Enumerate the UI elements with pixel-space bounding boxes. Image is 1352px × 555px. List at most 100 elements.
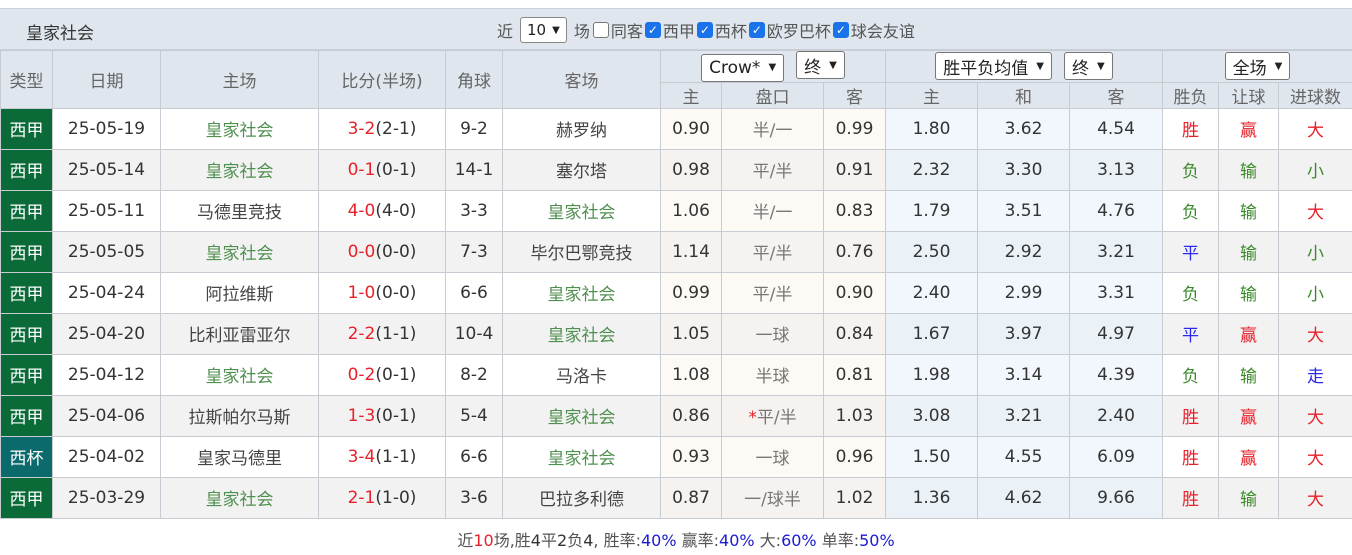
away-team[interactable]: 皇家社会 — [502, 271, 661, 314]
match-score[interactable]: 4-0(4-0) — [318, 189, 446, 232]
away-team[interactable]: 巴拉多利德 — [502, 476, 661, 519]
table-row: 西甲 25-05-05 皇家社会 0-0(0-0) 7-3 毕尔巴鄂竞技 1.14 平/半 0.… — [0, 230, 1352, 273]
match-type[interactable]: 西杯 — [0, 435, 53, 478]
match-type[interactable]: 西甲 — [0, 189, 53, 232]
match-score[interactable]: 0-2(0-1) — [318, 353, 446, 396]
home-team[interactable]: 拉斯帕尔马斯 — [160, 394, 319, 437]
away-team[interactable]: 皇家社会 — [502, 435, 661, 478]
match-type-text: 西甲 — [9, 121, 44, 141]
away-team[interactable]: 皇家社会 — [502, 312, 661, 355]
filter-3[interactable]: ✓ 欧罗巴杯 — [748, 18, 831, 42]
corners-text: 10-4 — [454, 323, 494, 344]
filter-2[interactable]: ✓ 西杯 — [696, 18, 747, 42]
handicap-line: 一球 — [721, 312, 824, 355]
home-team[interactable]: 皇家社会 — [160, 230, 319, 273]
result-win-loss: 平 — [1162, 312, 1219, 355]
handicap-company-select[interactable]: Crow* ▼ — [701, 53, 785, 82]
filter-0[interactable]: 同客 — [592, 18, 643, 42]
match-type[interactable]: 西甲 — [0, 476, 53, 519]
match-score[interactable]: 0-0(0-0) — [318, 230, 446, 273]
away-team[interactable]: 塞尔塔 — [502, 148, 661, 191]
corners: 6-6 — [445, 271, 503, 314]
handicap-away-odds: 0.90 — [823, 271, 886, 314]
home-team[interactable]: 皇家社会 — [160, 107, 319, 150]
filter-4[interactable]: ✓ 球会友谊 — [832, 18, 915, 42]
result-win-loss: 胜 — [1162, 435, 1219, 478]
handicap-home-odds-text: 1.05 — [672, 323, 710, 344]
handicap-line-text: 平/半 — [752, 162, 793, 182]
europe-home-odds-text: 1.98 — [912, 364, 951, 385]
home-team-text: 皇家社会 — [205, 162, 274, 182]
match-score[interactable]: 2-2(1-1) — [318, 312, 446, 355]
filter-label: 同客 — [610, 22, 643, 41]
away-team[interactable]: 马洛卡 — [502, 353, 661, 396]
handicap-home-odds-text: 0.87 — [672, 487, 710, 508]
result-handicap-text: 输 — [1240, 244, 1257, 264]
checkbox[interactable]: ✓ — [644, 22, 661, 38]
match-score[interactable]: 0-1(0-1) — [318, 148, 446, 191]
europe-away-odds-text: 4.39 — [1097, 364, 1135, 385]
col-date: 日期 — [52, 50, 161, 109]
away-team[interactable]: 毕尔巴鄂竞技 — [502, 230, 661, 273]
europe-away-odds: 6.09 — [1069, 435, 1163, 478]
home-team[interactable]: 阿拉维斯 — [160, 271, 319, 314]
europe-draw-odds-text: 2.99 — [1004, 282, 1043, 303]
half-time-score: (2-1) — [375, 118, 417, 139]
corners-text: 3-3 — [460, 200, 488, 221]
full-time-score: 4-0 — [347, 200, 376, 221]
home-team[interactable]: 马德里竞技 — [160, 189, 319, 232]
match-score[interactable]: 3-4(1-1) — [318, 435, 446, 478]
home-team[interactable]: 皇家社会 — [160, 148, 319, 191]
handicap-home-odds: 1.08 — [660, 353, 722, 396]
match-score[interactable]: 2-1(1-0) — [318, 476, 446, 519]
match-score[interactable]: 1-0(0-0) — [318, 271, 446, 314]
match-count-select[interactable]: 10 ▼ — [520, 17, 567, 43]
checkbox[interactable] — [592, 22, 609, 38]
europe-odds-type-select[interactable]: 胜平负均值 ▼ — [935, 52, 1052, 81]
away-team[interactable]: 皇家社会 — [502, 394, 661, 437]
match-type[interactable]: 西甲 — [0, 230, 53, 273]
home-team[interactable]: 比利亚雷亚尔 — [160, 312, 319, 355]
match-type[interactable]: 西甲 — [0, 312, 53, 355]
europe-away-odds: 4.39 — [1069, 353, 1163, 396]
half-time-score: (0-0) — [375, 282, 417, 303]
match-type[interactable]: 西甲 — [0, 107, 53, 150]
match-date: 25-05-11 — [52, 189, 161, 232]
handicap-time-select[interactable]: 终 ▼ — [796, 51, 845, 79]
home-team[interactable]: 皇家马德里 — [160, 435, 319, 478]
handicap-home-odds-text: 1.14 — [672, 241, 710, 262]
away-team[interactable]: 皇家社会 — [502, 189, 661, 232]
checkbox[interactable]: ✓ — [748, 22, 765, 38]
match-date-text: 25-04-20 — [67, 323, 146, 344]
half-time-score: (1-1) — [375, 446, 417, 467]
full-time-score: 3-2 — [347, 118, 376, 139]
filter-1[interactable]: ✓ 西甲 — [644, 18, 695, 42]
match-type[interactable]: 西甲 — [0, 353, 53, 396]
europe-away-odds-text: 3.21 — [1097, 241, 1135, 262]
filters: 近 10 ▼ 场 同客 ✓ 西甲 ✓ 西杯 ✓ 欧罗巴杯 ✓ 球会友谊 — [497, 17, 915, 43]
handicap-line: 平/半 — [721, 148, 824, 191]
match-type[interactable]: 西甲 — [0, 148, 53, 191]
full-time-score: 1-0 — [347, 282, 376, 303]
handicap-line-text: 半/一 — [752, 121, 793, 141]
handicap-home-odds-text: 1.08 — [672, 364, 710, 385]
checkbox[interactable]: ✓ — [696, 22, 713, 38]
result-handicap: 输 — [1218, 476, 1279, 519]
handicap-home-odds: 0.90 — [660, 107, 722, 150]
match-type-text: 西甲 — [9, 326, 44, 346]
checkbox[interactable]: ✓ — [832, 22, 849, 38]
match-date: 25-04-24 — [52, 271, 161, 314]
away-team[interactable]: 赫罗纳 — [502, 107, 661, 150]
match-score[interactable]: 1-3(0-1) — [318, 394, 446, 437]
home-team[interactable]: 皇家社会 — [160, 476, 319, 519]
europe-odds-time-select[interactable]: 终 ▼ — [1064, 52, 1113, 81]
match-type[interactable]: 西甲 — [0, 271, 53, 314]
match-score[interactable]: 3-2(2-1) — [318, 107, 446, 150]
period-select[interactable]: 全场 ▼ — [1224, 52, 1291, 81]
europe-away-odds-text: 4.54 — [1097, 118, 1135, 139]
result-handicap: 赢 — [1218, 435, 1279, 478]
match-type[interactable]: 西甲 — [0, 394, 53, 437]
handicap-line-text: 平/半 — [756, 408, 797, 428]
match-type-text: 西甲 — [9, 408, 44, 428]
home-team[interactable]: 皇家社会 — [160, 353, 319, 396]
